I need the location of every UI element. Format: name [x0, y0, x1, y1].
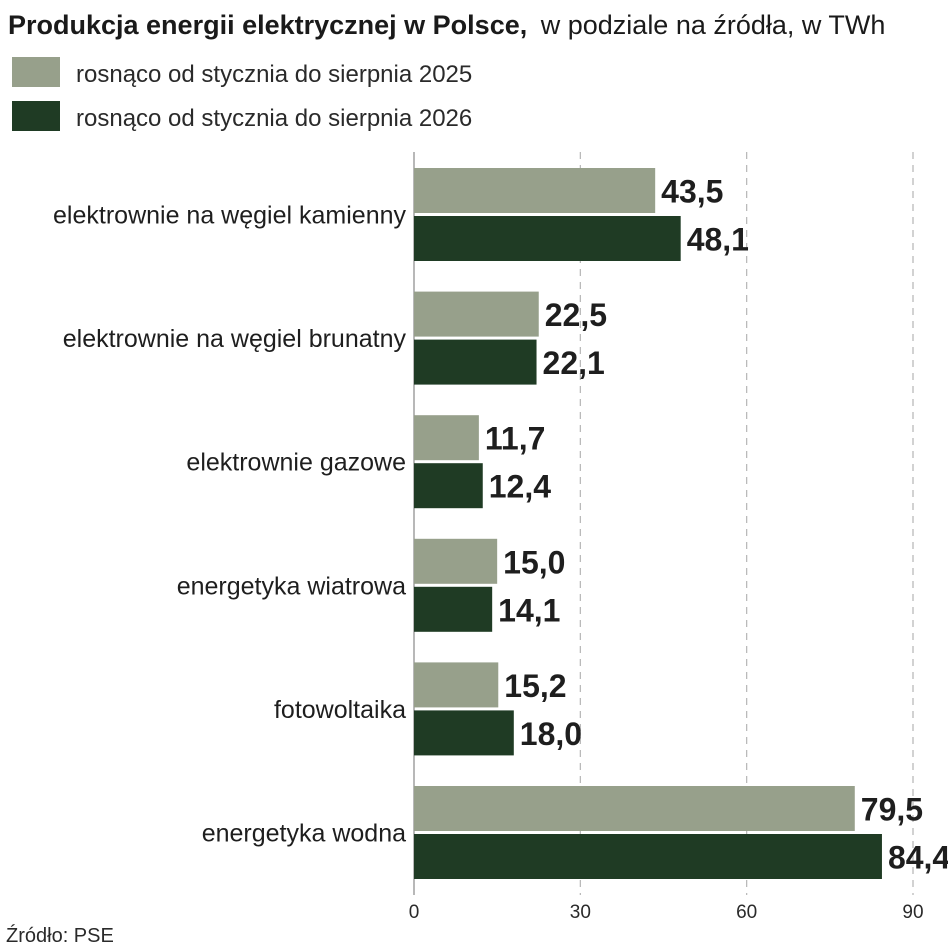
chart-title: Produkcja energii elektrycznej w Polsce,…: [8, 10, 885, 40]
data-label: 43,5: [661, 174, 723, 210]
data-label: 11,7: [485, 421, 546, 457]
category-label: fotowoltaika: [274, 696, 406, 724]
data-label: 15,2: [504, 668, 566, 704]
data-label: 18,0: [520, 716, 582, 752]
bar: [414, 586, 493, 632]
data-label: 12,4: [489, 469, 551, 505]
legend: rosnąco od stycznia do sierpnia 2025 ros…: [12, 57, 472, 132]
category-labels: elektrownie na węgiel kamienny elektrowni…: [53, 202, 406, 848]
x-tick-label: 60: [736, 902, 757, 923]
data-label: 48,1: [687, 222, 749, 258]
bar: [414, 168, 656, 213]
bar: [414, 834, 882, 879]
x-tick-label: 30: [570, 902, 591, 923]
bar: [414, 415, 479, 461]
data-label: 15,0: [503, 544, 565, 580]
legend-swatch-2025: [12, 57, 60, 87]
data-label: 22,1: [543, 345, 605, 381]
source-note: Źródło: PSE: [6, 924, 114, 947]
legend-label-2025: rosnąco od stycznia do sierpnia 2025: [76, 61, 472, 88]
category-label: elektrownie na węgiel kamienny: [53, 202, 406, 230]
category-label: elektrownie na węgiel brunatny: [63, 325, 407, 353]
x-tick-label: 90: [902, 902, 923, 923]
bar: [414, 463, 483, 509]
bar: [414, 710, 514, 756]
data-label: 14,1: [498, 592, 560, 628]
chart-subtitle: w podziale na źródła, w TWh: [540, 10, 886, 40]
legend-label-2026: rosnąco od stycznia do sierpnia 2026: [76, 105, 472, 132]
bar: [414, 216, 681, 261]
gridlines: [413, 152, 914, 895]
bar: [414, 339, 537, 385]
bar: [414, 538, 498, 584]
category-label: elektrownie gazowe: [186, 449, 406, 477]
bar: [414, 662, 499, 708]
chart-title-main: Produkcja energii elektrycznej w Polsce,: [8, 10, 527, 40]
category-label: energetyka wiatrowa: [177, 572, 406, 600]
x-axis-ticks: 0 30 60 90: [409, 902, 924, 923]
data-label: 84,4: [888, 840, 948, 876]
value-labels: 43,5 48,1 22,5 22,1 11,7 12,4 15,0 14,1 15,2 18,0…: [485, 174, 948, 876]
category-label: energetyka wodna: [202, 820, 406, 848]
data-label: 22,5: [545, 297, 607, 333]
legend-swatch-2026: [12, 101, 60, 131]
bar: [414, 291, 539, 337]
bars: [414, 168, 882, 879]
x-tick-label: 0: [409, 902, 420, 923]
bar: [414, 786, 855, 831]
data-label: 79,5: [861, 792, 923, 828]
